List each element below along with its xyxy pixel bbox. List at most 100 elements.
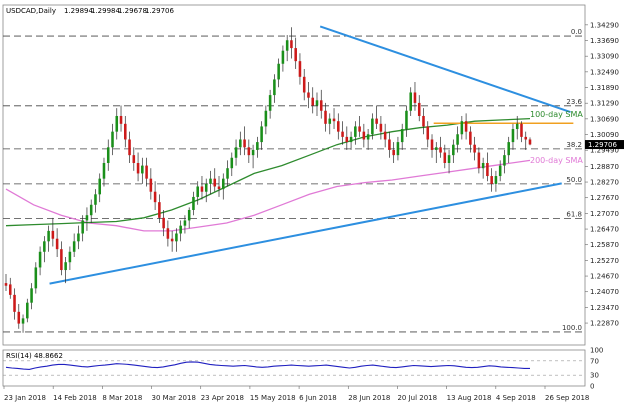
date-axis: 23 Jan 2018 14 Feb 2018 8 Mar 2018 30 Mar 2… [3, 386, 589, 402]
candle-body [332, 118, 336, 122]
candle-body [477, 152, 481, 169]
current-price-tag: 1.29706 [585, 140, 624, 150]
candle-body [460, 121, 464, 135]
candle-body [89, 204, 93, 216]
candle-body [486, 162, 489, 177]
sma100-label: 100-day SMA [530, 110, 583, 119]
candle-body [85, 215, 89, 221]
price-tick-label: 1.30090 [590, 131, 619, 139]
price-tick-label: 1.27670 [590, 194, 619, 202]
price-tick-label: 1.25870 [590, 241, 619, 249]
candle-body [51, 230, 55, 239]
symbol-header: USDCAD,Daily [6, 7, 56, 15]
price-tick-label: 1.29490 [590, 147, 619, 155]
candle-body [239, 139, 242, 148]
price-tick-label: 1.31890 [590, 84, 619, 92]
sma200-label: 200-day SMA [530, 156, 583, 165]
rsi-tick-label: 70 [590, 357, 599, 365]
price-tick-label: 1.32490 [590, 68, 619, 76]
price-tick-label: 1.31290 [590, 100, 619, 108]
candle-body [375, 118, 378, 124]
candle-body [315, 100, 319, 106]
date-tick-label: 23 Apr 2018 [201, 394, 244, 402]
candle-body [311, 97, 315, 106]
candle-body [337, 121, 340, 132]
rsi-tick-label: 0 [590, 383, 594, 391]
rsi-tick-label: 100 [590, 347, 603, 355]
candle-body [417, 102, 421, 116]
fib-label: 0.0 [571, 28, 582, 36]
price-axis: 1.34290 1.33690 1.33090 1.32490 1.31890 1.312… [585, 21, 619, 328]
candle-body [400, 129, 404, 143]
candle-body [175, 233, 178, 242]
candle-body [443, 152, 447, 163]
candle-body [200, 186, 204, 192]
date-tick-label: 15 May 2018 [250, 394, 296, 402]
candle-body [17, 311, 21, 324]
candle-body [319, 100, 323, 111]
candle-body [47, 230, 50, 242]
fib-label: 61.8 [566, 211, 582, 219]
candle-body [102, 162, 106, 179]
candle-body [281, 50, 285, 64]
candle-body [30, 288, 33, 303]
candle-body [285, 40, 289, 51]
fib-label: 50.0 [566, 176, 582, 184]
candle-body [413, 92, 417, 103]
date-tick-label: 26 Sep 2018 [545, 394, 589, 402]
candle-body [98, 178, 102, 195]
date-tick-label: 4 Sep 2018 [496, 394, 536, 402]
resistance-trendline [319, 25, 571, 114]
header-values: 1.29894 1.29984 1.29678 1.29706 [64, 7, 174, 15]
header-open: 1.29894 [64, 7, 93, 15]
fib-label: 23.6 [566, 98, 582, 106]
candle-body [119, 115, 123, 124]
candle-body [366, 134, 370, 140]
candle-body [511, 129, 515, 143]
header-close: 1.29706 [145, 7, 174, 15]
candle-body [396, 142, 400, 156]
candle-body [247, 147, 251, 156]
candle-body [141, 165, 144, 174]
candle-body [38, 251, 42, 268]
candle-body [217, 186, 221, 190]
candlesticks [4, 27, 532, 333]
price-tick-label: 1.25270 [590, 257, 619, 265]
rsi-label: RSI(14) 48.8662 [6, 352, 63, 360]
candle-body [21, 318, 25, 324]
price-tick-label: 1.33090 [590, 53, 619, 61]
date-tick-label: 30 Mar 2018 [152, 394, 196, 402]
price-tick-label: 1.26470 [590, 226, 619, 234]
price-plot-frame [2, 4, 586, 346]
candle-body [115, 115, 119, 132]
candle-body [153, 191, 157, 203]
candle-body [426, 126, 430, 140]
candle-body [290, 40, 293, 49]
candle-body [456, 134, 459, 145]
candle-body [354, 126, 357, 137]
candle-body [494, 176, 498, 184]
price-tick-label: 1.28270 [590, 179, 619, 187]
sma200-line [5, 159, 531, 232]
candle-body [183, 220, 187, 226]
candle-body [158, 202, 161, 218]
candle-body [111, 131, 114, 148]
candle-body [179, 225, 182, 234]
candle-body [469, 131, 472, 145]
candle-body [362, 131, 366, 140]
header-low: 1.29678 [118, 7, 147, 15]
candle-body [422, 115, 425, 127]
candle-body [307, 92, 310, 98]
candle-body [349, 136, 353, 143]
candle-body [503, 155, 506, 166]
date-tick-label: 28 Jun 2018 [348, 394, 390, 402]
rsi-line [5, 361, 530, 370]
candle-body [170, 238, 174, 242]
candle-body [230, 157, 234, 169]
candle-body [209, 178, 212, 184]
candle-body [145, 165, 148, 179]
candle-body [324, 110, 327, 124]
date-tick-label: 13 Aug 2018 [447, 394, 492, 402]
candle-body [26, 302, 29, 319]
